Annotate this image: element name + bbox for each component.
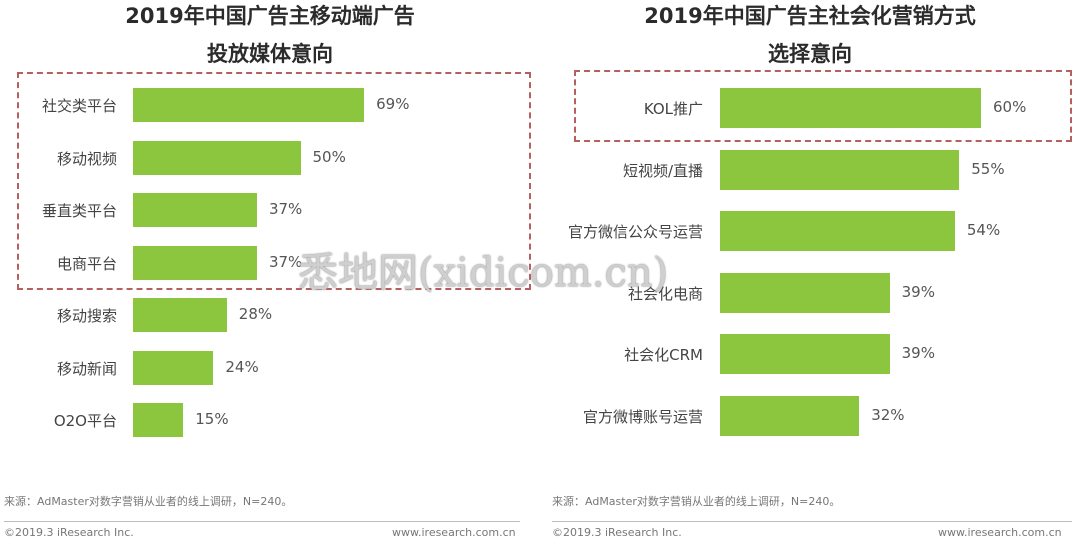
left-chart-bar (133, 350, 214, 385)
left-chart-value-label: 37% (268, 200, 303, 218)
left-chart-website: www.iresearch.com.cn (392, 526, 516, 539)
right-chart-bar (720, 88, 981, 128)
left-chart-value-label: 24% (225, 357, 259, 376)
left-chart-category-label: 移动视频 (56, 149, 117, 168)
right-chart-category-label: 社会化电商 (627, 284, 703, 303)
left-chart-category-label: 移动搜索 (56, 307, 117, 325)
left-chart-value-label: 15% (195, 410, 229, 428)
right-chart-website: www.iresearch.com.cn (938, 526, 1062, 539)
left-chart-category-label: 电商平台 (56, 254, 117, 273)
left-chart-value-label: 69% (376, 95, 410, 113)
right-chart-bar (720, 395, 860, 436)
left-chart-bar (133, 193, 257, 227)
right-chart-category-label: 短视频/直播 (622, 161, 703, 180)
left-chart-bar (133, 88, 365, 122)
left-chart-value-label: 37% (268, 252, 303, 271)
right-chart-value-label: 32% (871, 405, 905, 424)
right-chart-value-label: 54% (966, 221, 1001, 239)
left-chart-source: 来源：AdMaster对数字营销从业者的线上调研，N=240。 (4, 495, 293, 508)
right-chart-title-line1: 2019年中国广告主社会化营销方式 (644, 4, 976, 28)
left-chart-bar (133, 140, 301, 175)
left-chart-category-label: 社交类平台 (41, 97, 117, 115)
right-chart-title-line2: 选择意向 (768, 42, 852, 66)
right-chart-footer-divider (552, 521, 1072, 522)
right-chart-highlight-box (574, 70, 1072, 142)
left-chart-value-label: 50% (312, 147, 346, 166)
right-chart-value-label: 39% (901, 282, 935, 301)
right-chart-value-label: 55% (971, 159, 1005, 178)
left-chart-bar (133, 298, 227, 332)
left-chart-copyright: ©2019.3 iResearch Inc. (4, 526, 134, 539)
left-chart-category-label: 移动新闻 (56, 359, 117, 378)
right-chart-bar (720, 272, 890, 313)
right-chart-category-label: 官方微博账号运营 (582, 407, 703, 426)
right-chart-value-label: 60% (993, 98, 1027, 116)
right-chart-copyright: ©2019.3 iResearch Inc. (552, 526, 682, 539)
left-chart-highlight-box (17, 72, 531, 290)
left-chart-panel: 2019年中国广告主移动端广告 投放媒体意向 社交类平台 69% 移动视频 50% 垂直… (4, 4, 531, 539)
right-chart-value-label: 39% (901, 344, 935, 362)
right-chart-bar (720, 211, 955, 251)
left-chart-category-label: 垂直类平台 (41, 202, 117, 220)
right-chart-category-label: 社会化CRM (624, 346, 703, 364)
left-chart-value-label: 28% (238, 305, 273, 323)
right-chart-bar (720, 149, 960, 190)
left-chart-bar (133, 245, 257, 280)
left-chart-category-label: O2O平台 (53, 412, 117, 430)
right-chart-source: 来源：AdMaster对数字营销从业者的线上调研，N=240。 (552, 495, 841, 508)
left-chart-bar (133, 403, 184, 437)
left-chart-footer-divider (4, 521, 520, 522)
right-chart-panel: 2019年中国广告主社会化营销方式 选择意向 KOL推广 60% 短视频/直播 55%… (540, 0, 1080, 545)
right-chart-category-label: 官方微信公众号运营 (567, 223, 703, 241)
left-chart-title-line1: 2019年中国广告主移动端广告 (125, 4, 415, 28)
right-chart-bar (720, 334, 890, 374)
left-chart-title-line2: 投放媒体意向 (207, 42, 333, 66)
right-chart-category-label: KOL推广 (643, 100, 703, 118)
